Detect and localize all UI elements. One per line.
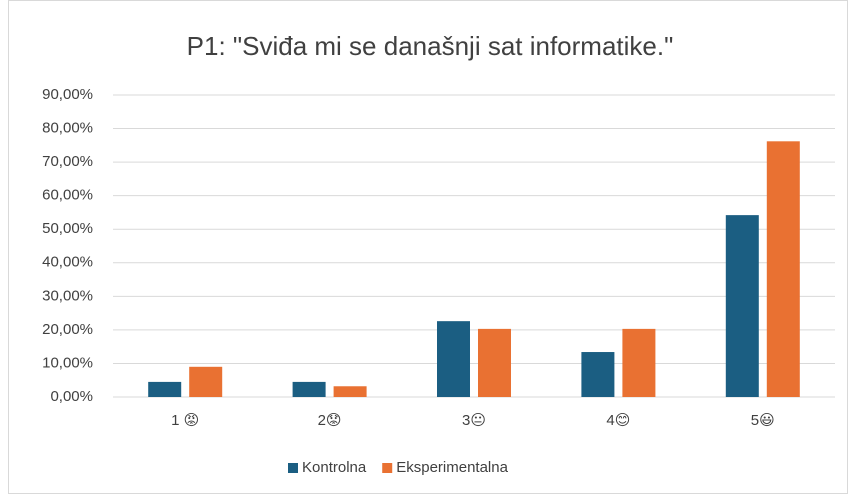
y-tick-label: 40,00%: [42, 254, 93, 271]
y-tick-label: 10,00%: [42, 354, 93, 371]
x-tick-label: 1 😡: [171, 412, 199, 429]
y-tick-label: 20,00%: [42, 321, 93, 338]
bar: [725, 215, 759, 397]
y-tick-label: 60,00%: [42, 187, 93, 204]
y-tick-label: 80,00%: [42, 120, 93, 137]
y-tick-label: 90,00%: [42, 86, 93, 103]
y-tick-label: 50,00%: [42, 220, 93, 237]
y-tick-label: 70,00%: [42, 153, 93, 170]
bar: [581, 352, 615, 397]
legend-swatch: [382, 463, 393, 473]
bar: [148, 381, 182, 397]
y-tick-label: 0,00%: [50, 388, 93, 405]
chart-title: P1: "Sviđa mi se današnji sat informatik…: [187, 31, 674, 61]
bar: [437, 321, 470, 397]
x-tick-label: 3😐: [462, 412, 486, 429]
bar: [478, 328, 511, 397]
bar: [189, 366, 223, 397]
bar: [292, 381, 326, 397]
x-tick-label: 2😟: [318, 412, 342, 429]
y-tick-label: 30,00%: [42, 287, 93, 304]
x-tick-label: 4😊: [606, 412, 630, 429]
legend-label: Kontrolna: [302, 459, 367, 476]
bar: [766, 141, 800, 397]
legend-label: Eksperimentalna: [396, 459, 508, 476]
legend-swatch: [288, 463, 298, 473]
chart-frame: [8, 0, 848, 494]
bar: [333, 386, 367, 397]
x-tick-label: 5😃: [751, 412, 775, 429]
bar: [622, 328, 656, 397]
